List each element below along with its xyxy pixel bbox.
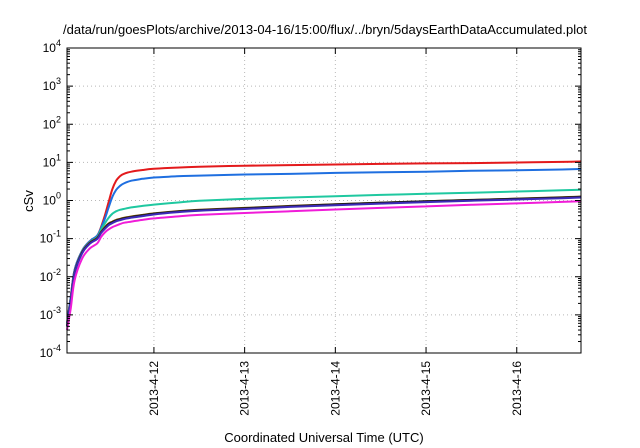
chart-title: /data/run/goesPlots/archive/2013-04-16/1… (63, 22, 587, 37)
y-tick-label: 100 (43, 191, 61, 208)
series-line (66, 200, 582, 331)
y-tick-label: 10-2 (40, 267, 61, 284)
x-axis-label: Coordinated Universal Time (UTC) (224, 430, 423, 445)
x-tick-label: 2013-4-12 (147, 361, 161, 416)
y-tick-label: 103 (43, 76, 61, 93)
x-tick-label: 2013-4-14 (328, 361, 342, 416)
x-tick-label: 2013-4-13 (238, 361, 252, 416)
series-lines (66, 160, 582, 331)
y-tick-label: 10-4 (40, 343, 61, 360)
series-line (66, 160, 582, 324)
x-tick-label: 2013-4-15 (419, 361, 433, 416)
y-tick-label: 10-1 (40, 229, 61, 246)
y-tick-label: 101 (43, 152, 61, 169)
axis-ticks: 10-4 10-3 10-2 10-1 100 101 102 103 104 2013-4-12… (40, 38, 581, 416)
x-tick-label: 2013-4-16 (510, 361, 524, 416)
y-axis-label: cSv (21, 190, 36, 212)
y-tick-label: 10-3 (40, 305, 61, 322)
y-tick-label: 104 (43, 38, 61, 55)
y-tick-label: 102 (43, 114, 61, 131)
series-line (66, 196, 582, 327)
